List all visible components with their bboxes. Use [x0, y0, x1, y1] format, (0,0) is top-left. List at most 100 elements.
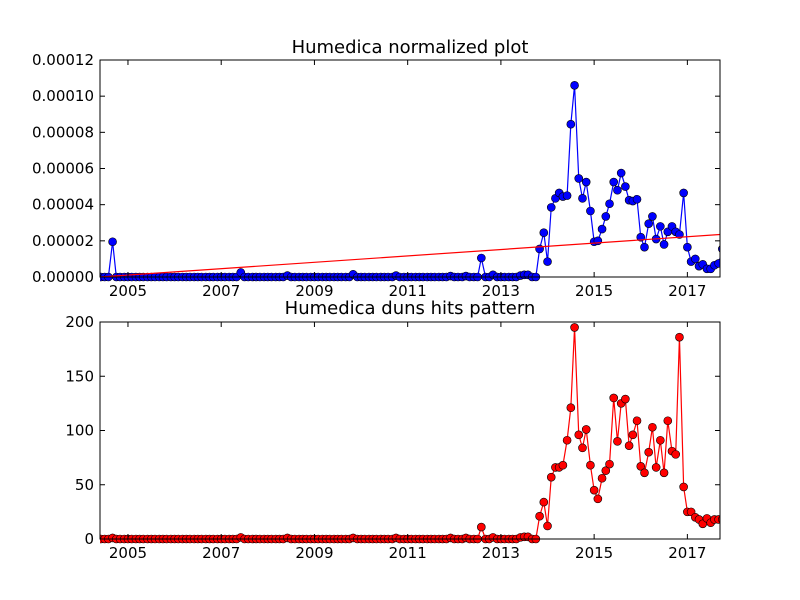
chart-title: Humedica normalized plot	[292, 37, 529, 58]
x-tick-label: 2011	[389, 282, 427, 300]
x-tick-label: 2013	[482, 544, 520, 562]
data-point	[644, 219, 653, 228]
data-point	[671, 450, 681, 459]
y-tick-label: 0.00000	[32, 268, 94, 286]
y-tick-label: 0.00004	[32, 196, 94, 214]
data-point	[690, 254, 700, 264]
data-point	[659, 468, 669, 478]
x-tick-label: 2017	[668, 544, 706, 562]
data-point	[683, 242, 692, 252]
data-point	[539, 497, 549, 507]
data-point	[616, 168, 626, 178]
data-point	[543, 257, 552, 266]
data-point	[546, 203, 556, 212]
x-tick-label: 2015	[575, 544, 613, 562]
x-tick-label: 2009	[295, 544, 333, 562]
data-point	[477, 253, 486, 263]
chart-title: Humedica duns hits pattern	[285, 298, 536, 319]
data-point	[714, 259, 720, 268]
data-point	[108, 237, 117, 247]
x-tick-label: 2015	[575, 282, 613, 300]
x-tick-label: 2007	[202, 544, 240, 562]
subplot-duns-hits: Humedica duns hits pattern 2005 2007 2009 2…	[65, 298, 721, 562]
axis-ticks: 2005 2007 2009 2011 2013 2015 2017 0.00000 0.000…	[32, 51, 720, 300]
data-point	[558, 460, 568, 470]
data-point	[570, 81, 579, 90]
data-point	[675, 230, 684, 239]
y-tick-label: 0.00010	[32, 87, 94, 105]
data-point	[605, 199, 614, 209]
x-tick-label: 2011	[389, 544, 427, 562]
x-tick-label: 2007	[202, 282, 240, 300]
data-point	[605, 459, 614, 469]
data-point	[586, 206, 595, 216]
data-point	[597, 224, 607, 234]
data-point	[570, 323, 579, 332]
data-point	[562, 435, 572, 445]
data-point	[546, 472, 556, 482]
data-point	[581, 425, 591, 434]
y-tick-label: 0.00008	[32, 123, 94, 141]
data-point	[628, 430, 638, 440]
y-tick-label: 0.00002	[32, 232, 94, 250]
y-tick-label: 200	[65, 313, 94, 331]
data-point	[597, 473, 607, 483]
data-point	[648, 212, 657, 221]
data-point	[566, 403, 576, 413]
data-point	[574, 430, 584, 440]
data-point	[589, 485, 599, 495]
data-point	[636, 462, 646, 471]
data-point	[679, 482, 688, 492]
data-point	[656, 222, 665, 231]
data-point	[613, 437, 622, 446]
data-point	[679, 188, 688, 198]
data-point	[648, 422, 657, 432]
y-tick-label: 0	[84, 530, 94, 548]
data-point	[581, 177, 591, 187]
data-point	[578, 443, 587, 453]
x-tick-label: 2009	[295, 282, 333, 300]
data-point	[609, 177, 619, 187]
data-point	[593, 494, 603, 504]
data-point	[586, 460, 595, 470]
data-point	[632, 416, 642, 426]
data-point	[609, 393, 619, 403]
axis-ticks: 2005 2007 2009 2011 2013 2015 2017 0 50 100 150 200	[65, 313, 720, 562]
data-point	[601, 466, 611, 475]
data-point	[656, 435, 665, 445]
data-point	[632, 194, 642, 204]
data-point	[624, 441, 634, 450]
data-point	[659, 240, 669, 249]
y-tick-label: 100	[65, 422, 94, 440]
data-point	[477, 522, 486, 532]
data-point	[613, 185, 622, 195]
y-tick-label: 150	[65, 367, 94, 385]
data-point	[574, 174, 584, 183]
y-tick-label: 50	[75, 476, 94, 494]
data-point	[535, 511, 544, 521]
y-tick-label: 0.00012	[32, 51, 94, 69]
data-point	[601, 212, 611, 221]
data-point	[562, 191, 572, 200]
trend-line	[100, 233, 720, 278]
x-tick-label: 2013	[482, 282, 520, 300]
data-point	[539, 228, 549, 237]
data-point	[644, 447, 653, 457]
data-point	[663, 416, 673, 426]
x-tick-label: 2005	[109, 282, 147, 300]
data-point	[543, 521, 552, 531]
data-point	[675, 332, 684, 342]
data-point	[621, 182, 630, 191]
x-tick-label: 2017	[668, 282, 706, 300]
data-point	[640, 468, 649, 478]
data-point	[566, 119, 576, 129]
data-point	[578, 194, 587, 203]
data-point	[640, 242, 649, 252]
x-tick-label: 2005	[109, 544, 147, 562]
subplot-normalized: Humedica normalized plot 2005 2007 2009 201…	[32, 37, 721, 300]
y-tick-label: 0.00006	[32, 160, 94, 178]
data-point	[621, 394, 630, 404]
data-point	[651, 463, 661, 472]
